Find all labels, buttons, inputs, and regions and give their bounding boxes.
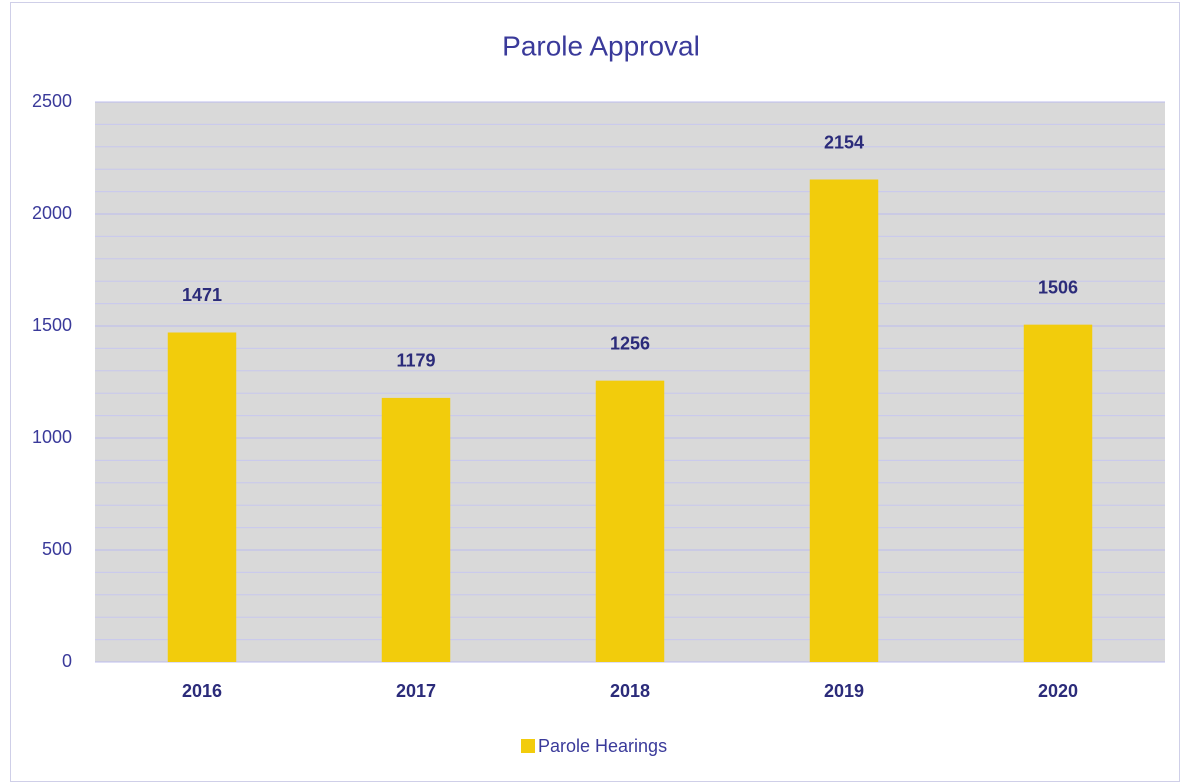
data-label: 1179 bbox=[396, 351, 435, 371]
y-tick-label: 2500 bbox=[32, 91, 72, 111]
bar bbox=[381, 397, 451, 662]
x-tick-label: 2017 bbox=[396, 681, 436, 701]
x-tick-label: 2018 bbox=[610, 681, 650, 701]
legend-swatch bbox=[521, 739, 535, 753]
data-label: 1256 bbox=[610, 333, 650, 353]
bar bbox=[1023, 324, 1093, 662]
y-tick-label: 1000 bbox=[32, 427, 72, 447]
y-tick-label: 0 bbox=[62, 651, 72, 671]
data-label: 1506 bbox=[1038, 277, 1078, 297]
data-label: 1471 bbox=[182, 285, 222, 305]
legend-label: Parole Hearings bbox=[538, 736, 667, 756]
x-tick-label: 2019 bbox=[824, 681, 864, 701]
bar bbox=[595, 380, 665, 662]
x-tick-label: 2020 bbox=[1038, 681, 1078, 701]
data-label: 2154 bbox=[824, 132, 864, 152]
bar bbox=[809, 179, 879, 662]
y-tick-label: 500 bbox=[42, 539, 72, 559]
x-tick-label: 2016 bbox=[182, 681, 222, 701]
bar bbox=[167, 332, 237, 662]
y-tick-label: 2000 bbox=[32, 203, 72, 223]
y-tick-label: 1500 bbox=[32, 315, 72, 335]
chart-title: Parole Approval bbox=[502, 30, 700, 61]
